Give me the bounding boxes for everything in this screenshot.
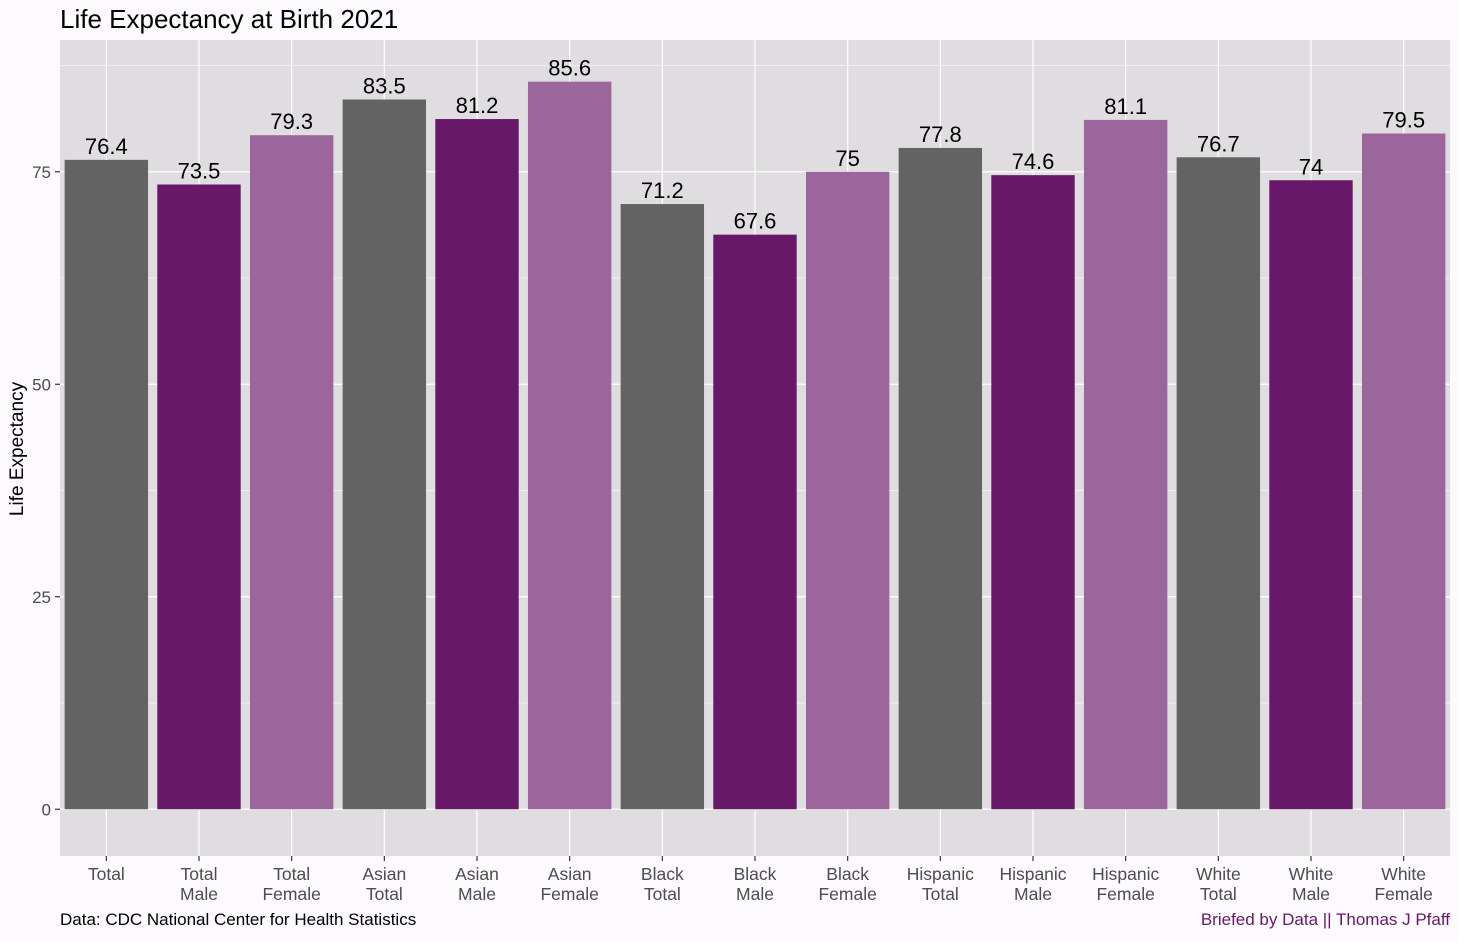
bar <box>1269 180 1353 810</box>
x-tick-label-line: Total <box>366 884 403 904</box>
bar-value-label: 77.8 <box>919 122 962 147</box>
bar-value-label: 74.6 <box>1012 149 1055 174</box>
x-tick-label: Asian Total <box>362 864 406 904</box>
x-tick-label: Hispanic Female <box>1092 864 1159 904</box>
x-tick-label-line: Total <box>922 884 959 904</box>
bar-value-label: 74 <box>1299 154 1323 179</box>
bar-value-label: 79.5 <box>1382 108 1425 133</box>
value-labels: 76.4 73.5 79.3 83.5 81.2 85.6 71.2 67.6 75 77.8 74… <box>85 56 1425 234</box>
x-tick-label: Total Male <box>180 864 218 904</box>
x-tick-label-line: Total <box>181 864 218 884</box>
x-tick-label-line: Female <box>262 884 320 904</box>
x-tick-label: White Total <box>1196 864 1241 904</box>
x-tick-label-line: Total <box>273 864 310 884</box>
bar-value-label: 81.2 <box>456 93 499 118</box>
bar-value-label: 85.6 <box>548 56 591 81</box>
bar-value-label: 76.7 <box>1197 131 1240 156</box>
bar-value-label: 81.1 <box>1104 94 1147 119</box>
x-tick-label-line: Male <box>458 884 496 904</box>
x-tick-label-line: Asian <box>455 864 499 884</box>
x-tick-label-line: Black <box>734 864 777 884</box>
x-tick-label-line: Black <box>641 864 684 884</box>
x-tick-label-line: Female <box>1096 884 1154 904</box>
bar-value-label: 75 <box>835 146 859 171</box>
x-tick-label-line: Hispanic <box>1092 864 1159 884</box>
x-tick-label: Hispanic Male <box>999 864 1066 904</box>
x-tick-label-line: Total <box>644 884 681 904</box>
x-tick-label-line: White <box>1196 864 1241 884</box>
bar <box>1176 157 1261 810</box>
x-tick-label-line: Male <box>180 884 218 904</box>
y-tick-label: 50 <box>32 375 51 394</box>
x-tick-label: Total Female <box>262 864 320 904</box>
attribution-caption: Briefed by Data || Thomas J Pfaff <box>1201 910 1450 929</box>
x-tick-label-line: Total <box>1200 884 1237 904</box>
x-tick-label-line: Male <box>1014 884 1052 904</box>
bar <box>1361 133 1446 810</box>
x-tick-label: Hispanic Total <box>907 864 974 904</box>
x-tick-label-line: Asian <box>548 864 592 884</box>
x-tick-label-line: Asian <box>362 864 406 884</box>
bar-value-label: 79.3 <box>270 109 313 134</box>
x-tick-label-line: Male <box>736 884 774 904</box>
x-tick-label: Asian Male <box>455 864 499 904</box>
x-tick-label-line: White <box>1289 864 1334 884</box>
x-tick-label-line: Black <box>826 864 869 884</box>
bar-value-label: 73.5 <box>178 159 221 184</box>
bar <box>249 135 334 810</box>
bar-value-label: 76.4 <box>85 134 128 159</box>
x-tick-label-line: Female <box>1374 884 1432 904</box>
bar <box>1083 119 1168 810</box>
x-tick-label: Total <box>88 864 125 884</box>
y-axis-title: Life Expectancy <box>7 381 28 516</box>
x-tick-label-line: Total <box>88 864 125 884</box>
bar <box>713 234 797 810</box>
bar <box>620 204 705 810</box>
x-tick-label: White Male <box>1289 864 1334 904</box>
chart-title: Life Expectancy at Birth 2021 <box>60 4 398 34</box>
x-tick-label-line: Hispanic <box>907 864 974 884</box>
y-tick-label: 75 <box>32 163 51 182</box>
bar <box>157 184 241 810</box>
bars <box>64 81 1446 810</box>
bar <box>435 119 519 810</box>
x-tick-label: Black Male <box>734 864 777 904</box>
bar-value-label: 71.2 <box>641 178 684 203</box>
bar <box>898 147 983 810</box>
x-tick-label-line: Female <box>818 884 876 904</box>
bar <box>527 81 612 810</box>
bar-value-label: 83.5 <box>363 74 406 99</box>
x-tick-label-line: Hispanic <box>999 864 1066 884</box>
bar <box>991 175 1075 810</box>
x-tick-label: Black Female <box>818 864 876 904</box>
bar <box>805 171 890 810</box>
y-tick-label: 25 <box>32 588 51 607</box>
bar-value-label: 67.6 <box>734 209 777 234</box>
bar <box>64 159 149 810</box>
x-tick-label-line: Male <box>1292 884 1330 904</box>
x-tick-label-line: White <box>1381 864 1426 884</box>
x-tick-label: Black Total <box>641 864 684 904</box>
y-axis: 0 25 50 75 <box>32 163 60 819</box>
source-caption: Data: CDC National Center for Health Sta… <box>60 910 416 929</box>
bar <box>342 99 427 810</box>
x-tick-label: White Female <box>1374 864 1432 904</box>
x-tick-label: Asian Female <box>540 864 598 904</box>
x-tick-label-line: Female <box>540 884 598 904</box>
y-tick-label: 0 <box>42 800 51 819</box>
